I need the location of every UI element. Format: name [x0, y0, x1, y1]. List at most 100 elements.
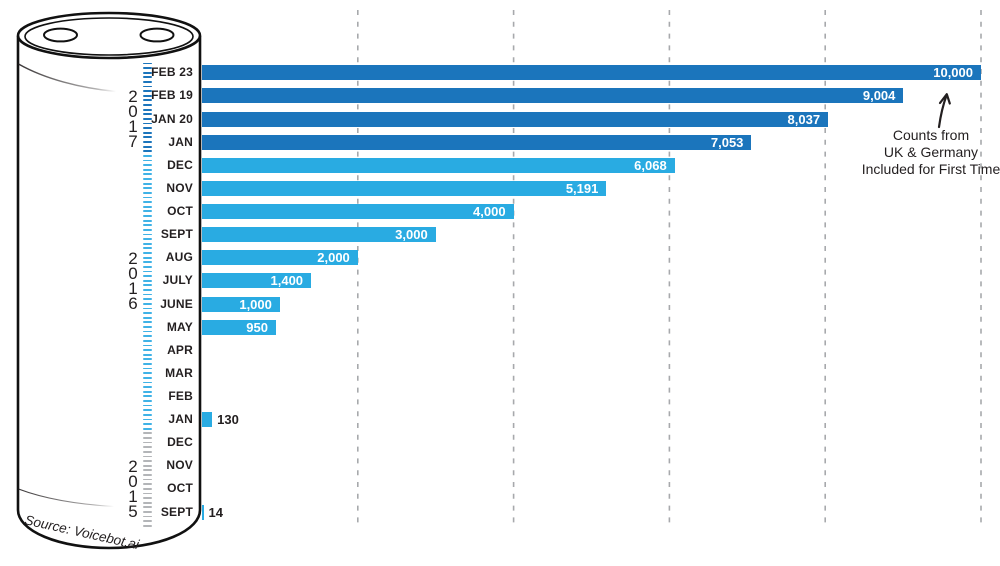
- ruler-tick: [143, 455, 152, 458]
- month-label: JAN: [168, 412, 193, 427]
- ruler-tick: [143, 127, 152, 130]
- ruler-tick: [143, 173, 152, 176]
- ruler-tick: [143, 270, 152, 273]
- ruler-tick: [143, 330, 152, 333]
- ruler-tick: [143, 344, 152, 347]
- ruler-tick: [143, 520, 152, 523]
- month-label: FEB: [168, 388, 193, 403]
- ruler-tick: [143, 432, 152, 435]
- month-label: AUG: [165, 250, 193, 265]
- ruler-tick: [143, 85, 152, 88]
- ruler-tick: [143, 423, 152, 425]
- ruler-tick: [143, 71, 152, 74]
- chart-bar: [202, 504, 204, 520]
- ruler-tick: [143, 395, 152, 398]
- month-label: OCT: [167, 481, 193, 496]
- chart-bar: [202, 296, 280, 312]
- ruler-tick: [143, 191, 152, 194]
- ruler-tick: [143, 386, 152, 388]
- ruler-tick: [143, 164, 152, 167]
- ruler-tick: [143, 210, 152, 213]
- ruler-tick: [143, 312, 152, 314]
- chart-bar: [202, 250, 358, 266]
- ruler-tick: [143, 62, 152, 65]
- bar-value-label: 3,000: [395, 227, 428, 243]
- ruler-tick: [143, 159, 152, 162]
- ruler-tick: [143, 501, 152, 504]
- chart-bar: [202, 134, 752, 150]
- month-label: FEB 23: [151, 65, 193, 80]
- chart-bar: [202, 157, 675, 173]
- ruler-tick: [143, 136, 152, 139]
- month-label: APR: [167, 342, 193, 357]
- month-label: NOV: [166, 180, 193, 195]
- ruler-tick: [143, 252, 152, 254]
- bar-value-label: 8,037: [787, 111, 821, 127]
- ruler-tick: [143, 293, 152, 296]
- echo-bottom-seam: [18, 488, 115, 508]
- ruler-tick: [143, 307, 152, 310]
- bar-value-label: 2,000: [317, 250, 350, 266]
- echo-button-right: [139, 27, 175, 43]
- ruler-tick: [143, 178, 152, 180]
- bar-value-label: 14: [208, 504, 223, 520]
- month-label: SEPT: [160, 504, 193, 519]
- ruler-tick: [143, 367, 152, 370]
- month-label: JUNE: [160, 296, 193, 311]
- ruler-tick: [143, 302, 152, 305]
- ruler-tick: [143, 261, 152, 264]
- ruler-tick: [143, 437, 152, 439]
- ruler-tick: [143, 474, 152, 476]
- ruler-tick: [143, 141, 152, 143]
- ruler-tick: [143, 284, 152, 287]
- ruler-tick: [143, 131, 152, 134]
- ruler-tick: [143, 104, 152, 106]
- ruler-tick: [143, 487, 152, 490]
- ruler-tick: [143, 242, 152, 245]
- chart-bar: [202, 227, 436, 243]
- ruler-tick: [143, 205, 152, 208]
- ruler-tick: [143, 76, 152, 79]
- ruler-tick: [143, 376, 152, 379]
- ruler-tick: [143, 353, 152, 356]
- ruler-tick: [143, 289, 152, 291]
- ruler-tick: [143, 187, 152, 190]
- ruler-tick: [143, 321, 152, 324]
- ruler-tick: [143, 358, 152, 361]
- ruler-tick: [143, 506, 152, 509]
- ruler-tick: [143, 182, 152, 185]
- month-label: SEPT: [160, 227, 193, 242]
- ruler-tick: [143, 80, 152, 83]
- ruler-tick: [143, 390, 152, 393]
- ruler-tick: [143, 427, 152, 430]
- chart-bar: [202, 111, 829, 127]
- ruler-tick: [143, 215, 152, 217]
- echo-button-left: [43, 27, 78, 43]
- ruler-tick: [143, 381, 152, 384]
- ruler-tick: [143, 335, 152, 338]
- echo-body: [16, 36, 202, 550]
- annotation-text: Counts from UK & Germany Included for Fi…: [861, 127, 1000, 177]
- ruler-tick: [143, 117, 152, 120]
- bar-value-label: 950: [246, 319, 268, 335]
- ruler-tick: [143, 298, 152, 301]
- chart-bar: [202, 180, 607, 196]
- ruler-tick: [143, 316, 152, 319]
- ruler-tick: [143, 228, 152, 231]
- ruler-tick: [143, 450, 152, 453]
- bar-value-label: 5,191: [565, 180, 599, 196]
- ruler-tick: [143, 99, 152, 102]
- ruler-tick: [143, 464, 152, 467]
- ruler-tick: [143, 372, 152, 375]
- month-label: OCT: [167, 204, 193, 219]
- ruler-tick: [143, 201, 152, 204]
- ruler-tick: [143, 413, 152, 416]
- ruler-tick: [143, 168, 152, 171]
- month-label: NOV: [166, 458, 193, 473]
- chart-bar: [202, 65, 981, 81]
- ruler-tick: [143, 94, 152, 97]
